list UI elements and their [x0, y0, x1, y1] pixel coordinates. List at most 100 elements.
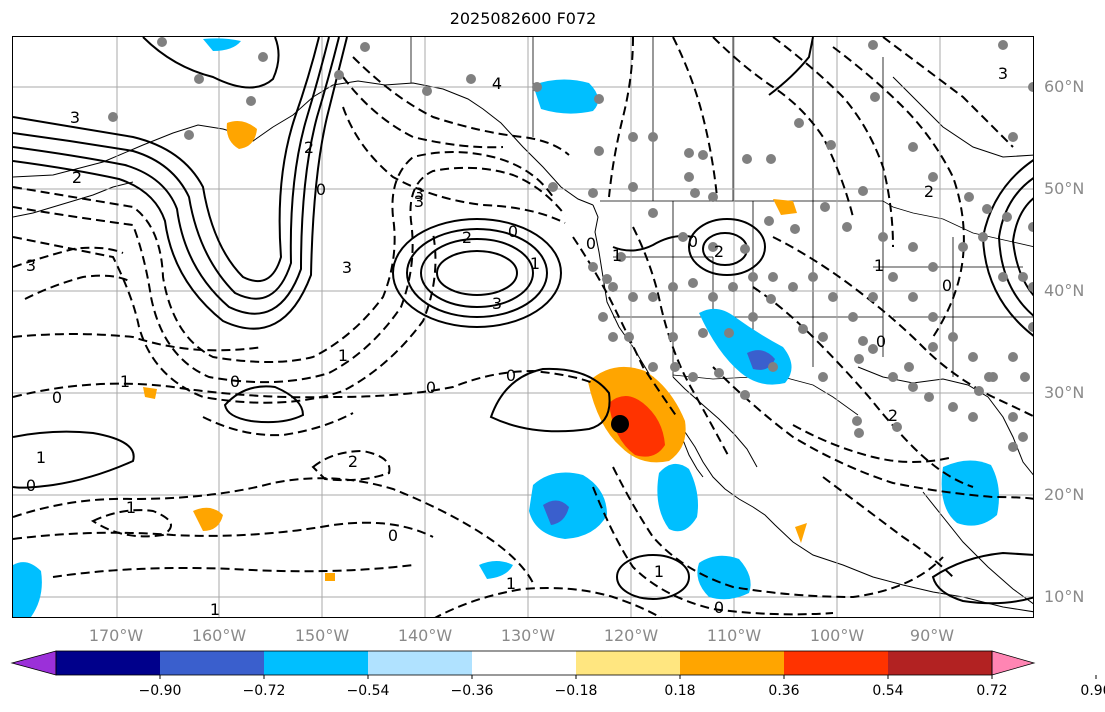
contour-label: 3: [414, 192, 424, 211]
longitude-label: 90°W: [909, 626, 955, 645]
contour-dashed-1: [13, 151, 554, 363]
contour-dashed-2: [13, 166, 566, 384]
contour-label: 0: [52, 388, 62, 407]
contour-label: 2: [462, 228, 472, 247]
colorbar-segment: [264, 651, 369, 675]
dashed-contours: [13, 37, 1033, 617]
contour-label: 0: [426, 378, 436, 397]
colorbar-tick-label: −0.36: [450, 683, 494, 699]
contour-solid-north-ridge: [142, 37, 280, 89]
negative-anomaly-blue-7: [479, 561, 513, 579]
positive-anomaly-orange-6: [795, 523, 807, 543]
latitude-label: 50°N: [1044, 179, 1085, 198]
colorbar-segment: [784, 651, 889, 675]
station-dot: [852, 416, 862, 426]
alaska-coast: [13, 80, 594, 206]
station-dot: [588, 262, 598, 272]
station-dot: [1018, 272, 1028, 282]
negative-anomaly-blue-6: [533, 79, 599, 114]
station-dot: [1028, 322, 1033, 332]
station-dot: [608, 332, 618, 342]
station-dot: [708, 292, 718, 302]
station-dot: [1002, 212, 1012, 222]
contour-label: 2: [348, 452, 358, 471]
west-coast: [592, 204, 1033, 613]
station-dot: [688, 278, 698, 288]
contour-dashed-5: [13, 369, 594, 399]
contour-solid-west-trough-3: [13, 37, 340, 315]
negative-anomaly-navy-1: [543, 500, 569, 525]
station-dot: [608, 282, 618, 292]
station-dot: [978, 232, 988, 242]
station-dot: [684, 172, 694, 182]
colorbar: [10, 650, 1097, 679]
station-dot: [788, 282, 798, 292]
contour-label: 1: [36, 448, 46, 467]
negative-anomaly-blue-5: [941, 460, 999, 526]
station-dot: [808, 272, 818, 282]
station-dot: [948, 402, 958, 412]
contour-label: 0: [316, 180, 326, 199]
contour-dashed-22: [752, 286, 974, 488]
station-dot: [854, 428, 864, 438]
positive-anomaly-orange-4: [143, 387, 157, 399]
station-dot: [184, 130, 194, 140]
contour-dashed-27: [434, 587, 662, 617]
station-dot: [194, 74, 204, 84]
station-dot: [858, 186, 868, 196]
contour-label: 2: [888, 406, 898, 425]
contour-label: 3: [998, 64, 1008, 83]
station-dot: [157, 37, 167, 47]
longitude-label: 120°W: [603, 626, 659, 645]
contour-label: 3: [26, 256, 36, 275]
station-dot: [818, 332, 828, 342]
station-dot: [688, 372, 698, 382]
contour-label: 0: [388, 526, 398, 545]
contour-label: 0: [942, 276, 952, 295]
contour-dashed-19: [832, 46, 965, 338]
longitude-label: 100°W: [809, 626, 865, 645]
contour-solid-low-4: [436, 250, 518, 296]
contour-solid-low-1: [420, 238, 534, 308]
station-dot: [628, 132, 638, 142]
contour-dashed-8: [52, 564, 414, 578]
station-dot: [764, 216, 774, 226]
latitude-label: 40°N: [1044, 281, 1085, 300]
contour-dashed-26: [592, 486, 834, 616]
station-dot: [648, 132, 658, 142]
station-dot: [748, 312, 758, 322]
contour-dashed-7: [13, 521, 434, 540]
contour-dashed-32: [24, 274, 130, 300]
station-dot: [698, 328, 708, 338]
station-dot: [728, 282, 738, 292]
contour-label: 2: [924, 182, 934, 201]
station-dot: [670, 362, 680, 372]
station-dot: [532, 82, 542, 92]
colorbar-tick-label: 0.72: [976, 683, 1008, 699]
colorbar-segment: [576, 651, 681, 675]
contour-dashed-17: [712, 37, 854, 218]
contour-label: 0: [508, 222, 518, 241]
station-dot: [868, 292, 878, 302]
contour-solid-central-ridge: [489, 367, 611, 433]
contour-solid-low-2: [406, 228, 548, 318]
contour-solid-west-trough-1: [13, 37, 320, 282]
station-dot: [698, 150, 708, 160]
station-dot: [888, 372, 898, 382]
station-dot: [768, 362, 778, 372]
station-dot: [648, 362, 658, 372]
contour-solid-canada: [768, 37, 814, 96]
negative-anomaly-blue-3: [699, 308, 792, 385]
station-dot: [1008, 352, 1018, 362]
station-dot: [974, 386, 984, 396]
station-dot: [928, 172, 938, 182]
station-dot: [828, 292, 838, 302]
contour-solid-west-trough-4: [13, 37, 348, 330]
station-markers: [108, 37, 1033, 452]
station-dot: [1028, 282, 1033, 292]
station-dot: [1028, 222, 1033, 232]
contour-label: 3: [342, 258, 352, 277]
contour-label: 3: [414, 184, 424, 203]
contour-dashed-13: [342, 106, 566, 224]
station-dot: [708, 242, 718, 252]
